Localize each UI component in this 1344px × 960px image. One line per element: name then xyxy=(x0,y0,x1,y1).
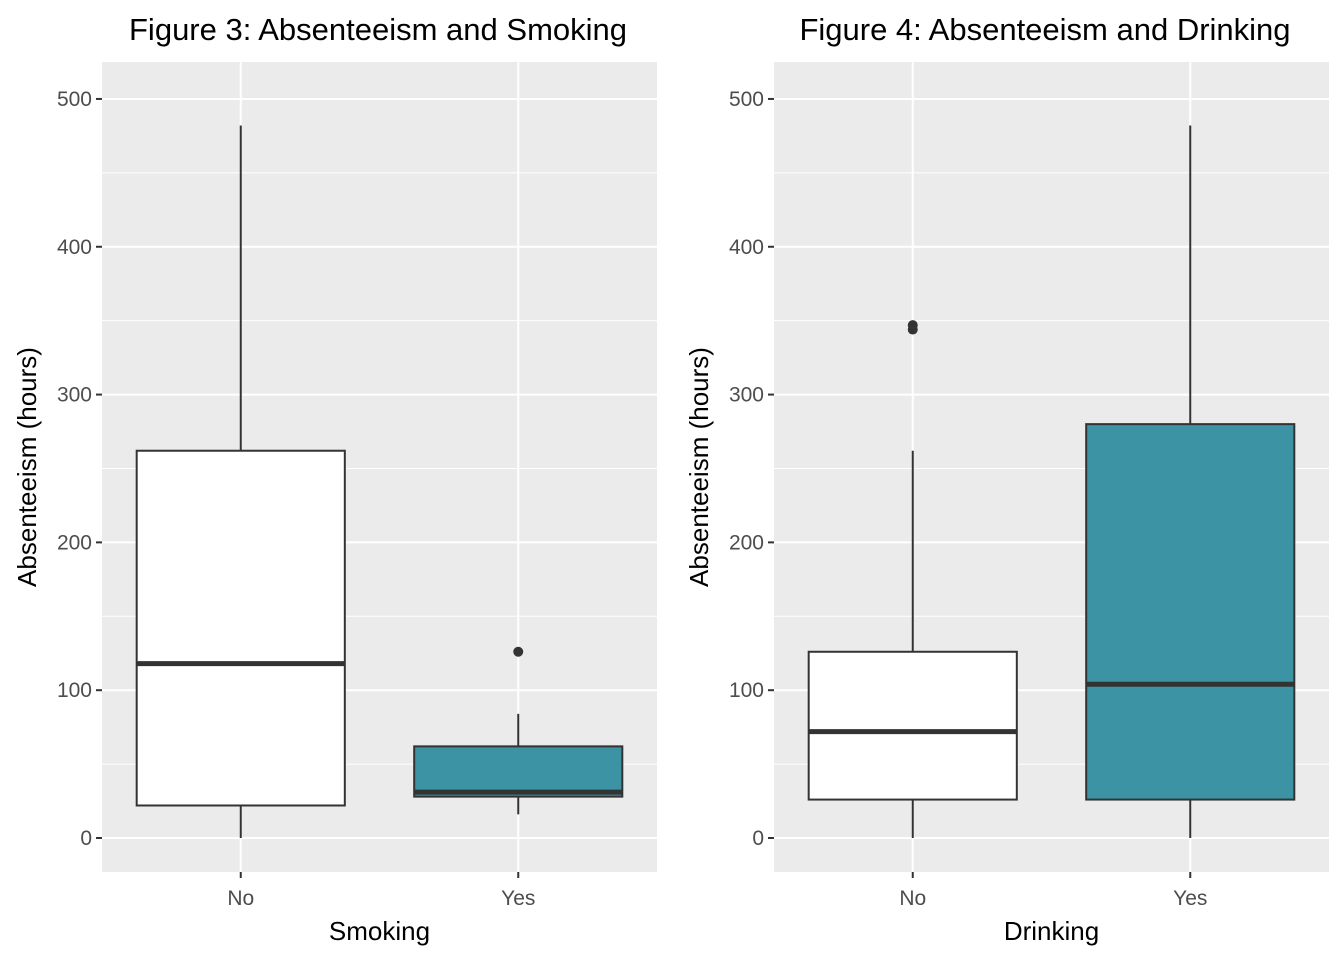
chart-panel-2: 0 100 200 300 400 500 No Yes Figure 4: Absenteei… xyxy=(684,12,1329,946)
y-axis-title: Absenteeism (hours) xyxy=(12,347,42,587)
x-axis-title: Smoking xyxy=(329,916,430,946)
box-no xyxy=(135,125,346,839)
y-tick-label: 300 xyxy=(57,384,92,407)
y-tick-label: 500 xyxy=(57,88,92,111)
chart-title: Figure 4: Absenteeism and Drinking xyxy=(799,12,1290,47)
box-yes xyxy=(413,646,624,815)
y-tick-label: 0 xyxy=(80,827,92,850)
y-tick-label: 400 xyxy=(57,236,92,259)
x-tick-label: No xyxy=(899,887,926,910)
y-tick-label: 100 xyxy=(57,679,92,702)
chart-panel-1: 0 100 200 300 400 500 No Yes Figure 3: Absenteei… xyxy=(12,12,657,946)
y-tick-label: 500 xyxy=(729,88,764,111)
box-body xyxy=(807,650,1018,801)
y-axis-title: Absenteeism (hours) xyxy=(684,347,714,587)
y-tick-label: 200 xyxy=(57,531,92,554)
y-tick-label: 300 xyxy=(729,384,764,407)
x-tick-label: Yes xyxy=(1173,887,1207,910)
box-yes xyxy=(1085,125,1296,839)
y-tick-label: 400 xyxy=(729,236,764,259)
y-tick-label: 100 xyxy=(729,679,764,702)
box-body xyxy=(135,449,346,807)
y-tick-label: 0 xyxy=(752,827,764,850)
x-tick-label: No xyxy=(227,887,254,910)
chart-title: Figure 3: Absenteeism and Smoking xyxy=(129,12,627,47)
x-tick-label: Yes xyxy=(501,887,535,910)
y-tick-label: 200 xyxy=(729,531,764,554)
x-axis-title: Drinking xyxy=(1004,916,1099,946)
box-no xyxy=(807,320,1018,839)
box-body xyxy=(1085,423,1296,801)
outlier-point xyxy=(513,646,524,657)
outlier-point xyxy=(907,320,918,331)
box-body xyxy=(413,745,624,798)
